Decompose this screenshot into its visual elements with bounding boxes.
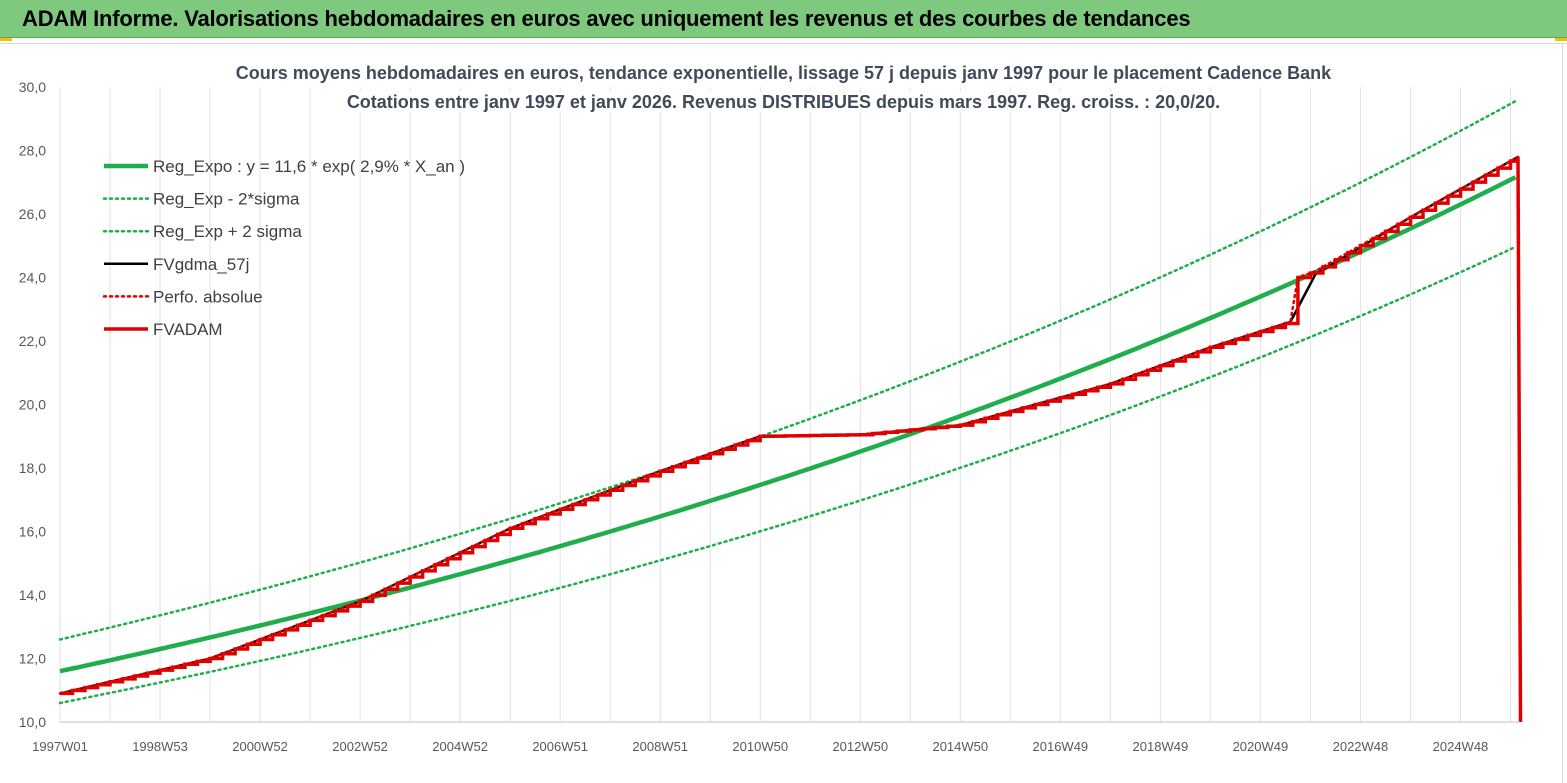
legend-label: Reg_Expo : y = 11,6 * exp( 2,9% * X_an ): [153, 157, 465, 176]
frame-top-line: [0, 43, 1567, 44]
report-title: ADAM Informe. Valorisations hebdomadaire…: [22, 6, 1191, 31]
x-tick-label: 2002W52: [332, 739, 388, 754]
series-line-6: [60, 156, 1523, 723]
legend-label: Perfo. absolue: [153, 287, 263, 306]
chart-title-text-1: Cours moyens hebdomadaires en euros, ten…: [229, 63, 1338, 83]
y-tick-label: 18,0: [19, 460, 46, 476]
chart-title-line-1: Cours moyens hebdomadaires en euros, ten…: [0, 63, 1567, 84]
y-tick-label: 24,0: [19, 270, 46, 286]
x-tick-label: 2006W51: [532, 739, 588, 754]
y-tick-label: 30,0: [19, 79, 46, 95]
y-tick-label: 26,0: [19, 206, 46, 222]
axis-layer: 10,0 12,0 14,0 16,0 18,0 20,0 22,0 24,0 26,0 28,0…: [19, 79, 1520, 754]
legend-label: FVADAM: [153, 320, 223, 339]
x-tick-label: 2014W50: [932, 739, 988, 754]
y-tick-label: 22,0: [19, 333, 46, 349]
chart-title-text-2: Cotations entre janv 1997 et janv 2026. …: [340, 92, 1227, 112]
x-tick-label: 2008W51: [632, 739, 688, 754]
x-tick-label: 2012W50: [832, 739, 888, 754]
x-tick-label: 2018W49: [1133, 739, 1189, 754]
report-banner: ADAM Informe. Valorisations hebdomadaire…: [0, 0, 1567, 38]
corner-mark-left: [0, 38, 12, 41]
x-tick-label: 2016W49: [1033, 739, 1089, 754]
grid-layer: [59, 87, 1511, 722]
x-tick-label: 2004W52: [432, 739, 488, 754]
chart-title-line-2: Cotations entre janv 1997 et janv 2026. …: [0, 92, 1567, 113]
y-tick-label: 10,0: [19, 714, 46, 730]
x-tick-label: 2000W52: [232, 739, 288, 754]
x-tick-label: 2020W49: [1233, 739, 1289, 754]
corner-mark-right: [1555, 38, 1567, 41]
x-tick-label: 2010W50: [732, 739, 788, 754]
series-line-3: [58, 99, 1517, 641]
legend-label: Reg_Exp - 2*sigma: [153, 190, 300, 209]
y-tick-label: 14,0: [19, 587, 46, 603]
legend-label: Reg_Exp + 2 sigma: [153, 222, 302, 241]
legend: Reg_Expo : y = 11,6 * exp( 2,9% * X_an )…: [102, 157, 465, 339]
x-tick-label: 2022W48: [1333, 739, 1389, 754]
y-tick-label: 16,0: [19, 524, 46, 540]
frame-right-line: [1562, 43, 1563, 783]
series-line-2: [58, 245, 1517, 705]
y-tick-label: 12,0: [19, 651, 46, 667]
series-layer: [58, 99, 1523, 723]
legend-label: FVgdma_57j: [153, 255, 249, 274]
y-tick-label: 28,0: [19, 143, 46, 159]
x-tick-label: 1998W53: [132, 739, 188, 754]
y-tick-label: 20,0: [19, 397, 46, 413]
x-tick-label: 1997W01: [32, 739, 88, 754]
x-tick-label: 2024W48: [1433, 739, 1489, 754]
series-line-1: [59, 175, 1517, 674]
